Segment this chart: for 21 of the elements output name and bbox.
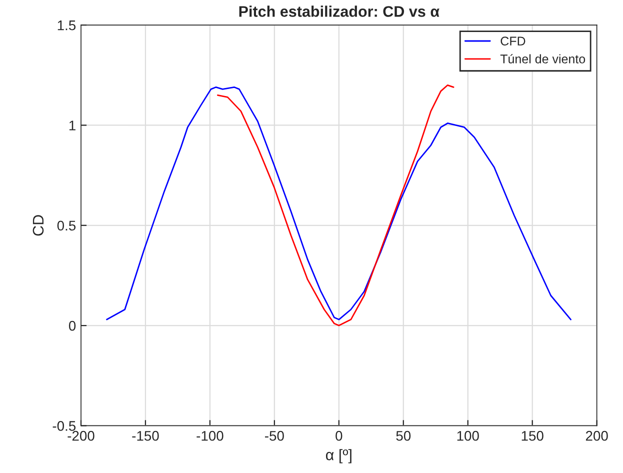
x-axis-title: α [º] — [326, 449, 352, 464]
y-tick-label: 0.5 — [57, 220, 76, 231]
x-tick-label: 200 — [586, 430, 608, 441]
legend-label: Túnel de viento — [500, 54, 586, 64]
chart-title: Pitch estabilizador: CD vs α — [239, 6, 440, 17]
y-axis-title: CD — [32, 215, 44, 236]
line-series — [216, 84, 454, 326]
line-series — [106, 86, 572, 320]
x-tick-label: -200 — [68, 430, 94, 441]
y-tick-label: 1.5 — [58, 20, 76, 30]
x-tick-label: -150 — [132, 430, 159, 441]
x-tick-label: -50 — [265, 430, 284, 441]
x-tick-label: 0 — [336, 430, 342, 441]
y-tick-label: 0 — [68, 320, 76, 331]
legend-label: CFD — [500, 36, 526, 46]
y-tick-label: -0.5 — [52, 421, 76, 431]
x-tick-label: -100 — [196, 430, 224, 441]
y-tick-label: 1 — [69, 120, 76, 130]
x-tick-label: 50 — [396, 430, 411, 441]
x-tick-label: 100 — [457, 430, 479, 441]
x-tick-label: 150 — [522, 430, 544, 441]
